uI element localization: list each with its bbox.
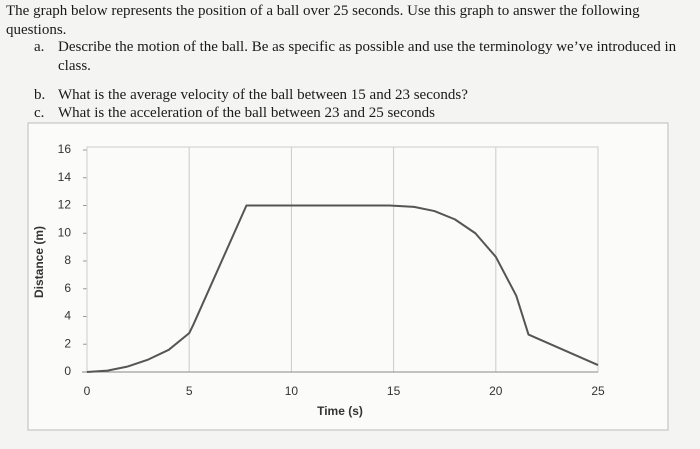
y-tick-label: 4 bbox=[64, 309, 71, 323]
intro: The graph below represents the position … bbox=[6, 3, 640, 38]
x-tick-label: 25 bbox=[591, 384, 605, 398]
question-text: What is the average velocity of the ball… bbox=[58, 87, 468, 103]
y-tick-label: 0 bbox=[64, 364, 71, 378]
y-tick-label: 6 bbox=[64, 281, 71, 295]
y-tick-label: 14 bbox=[58, 170, 72, 184]
chart-frame bbox=[27, 122, 669, 431]
y-tick-label: 10 bbox=[58, 225, 72, 239]
x-axis-label: Time (s) bbox=[317, 404, 363, 418]
x-tick-label: 15 bbox=[387, 384, 401, 398]
y-tick-label: 12 bbox=[58, 198, 72, 212]
y-tick-label: 16 bbox=[58, 142, 72, 156]
question-label: b. bbox=[34, 87, 46, 103]
y-tick-label: 8 bbox=[64, 253, 71, 267]
question-label: a. bbox=[34, 39, 45, 55]
question-text: Describe the motion of the ball. Be as s… bbox=[58, 39, 677, 74]
x-tick-label: 10 bbox=[285, 384, 299, 398]
question-text: What is the acceleration of the ball bet… bbox=[58, 105, 435, 121]
x-tick-label: 5 bbox=[186, 384, 193, 398]
y-axis-label: Distance (m) bbox=[32, 226, 46, 298]
x-tick-label: 0 bbox=[84, 384, 91, 398]
x-tick-label: 20 bbox=[489, 384, 503, 398]
data-line bbox=[86, 204, 599, 373]
y-tick-label: 2 bbox=[64, 336, 71, 350]
question-label: c. bbox=[34, 105, 45, 121]
